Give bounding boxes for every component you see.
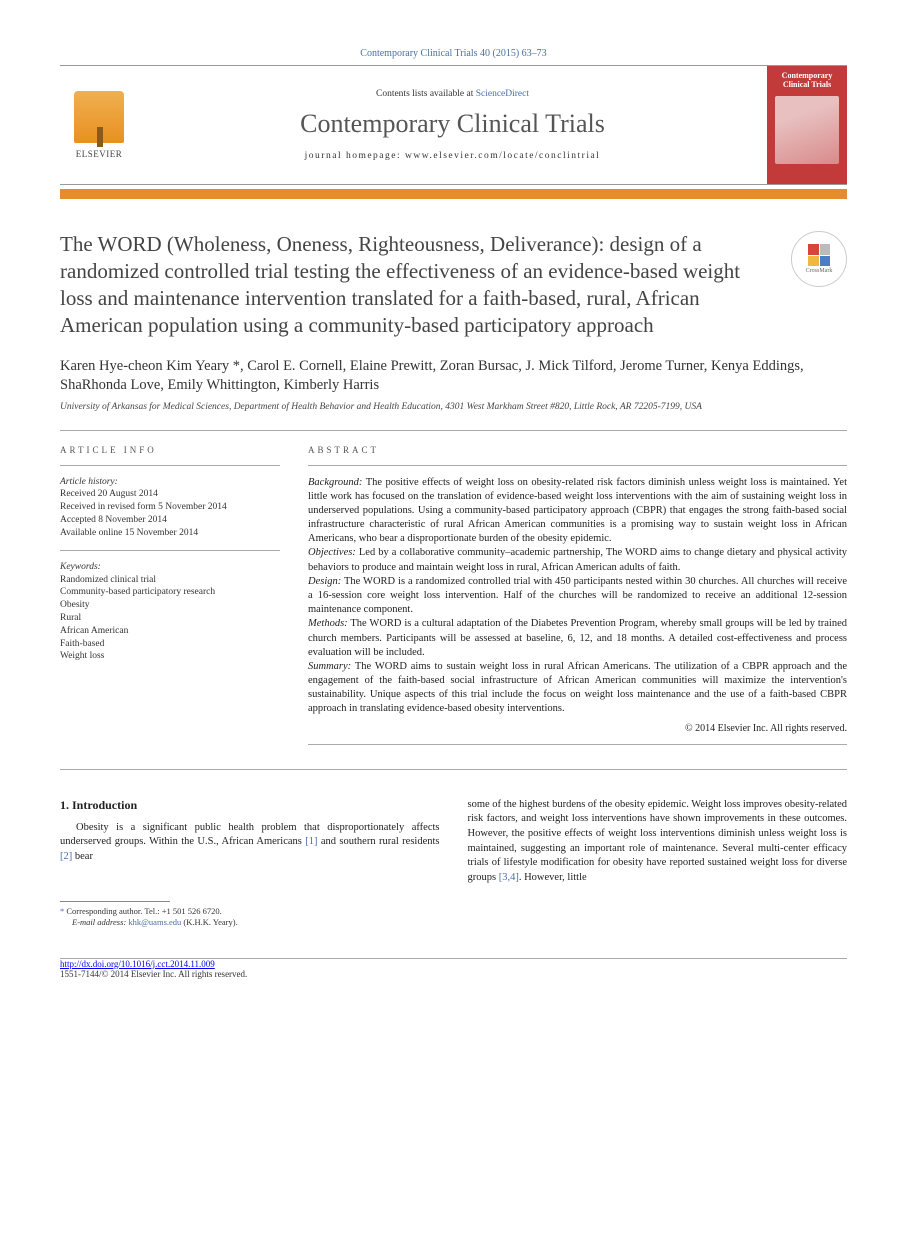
design-label: Design:	[308, 576, 341, 587]
crossmark-badge[interactable]: CrossMark	[791, 231, 847, 287]
divider	[308, 744, 847, 745]
author-list: Karen Hye-cheon Kim Yeary *, Carol E. Co…	[60, 357, 847, 396]
email-suffix: (K.H.K. Yeary).	[181, 917, 237, 927]
article-history-block: Article history: Received 20 August 2014…	[60, 476, 280, 540]
article-title: The WORD (Wholeness, Oneness, Righteousn…	[60, 231, 771, 339]
crossmark-icon	[808, 244, 830, 266]
keyword: Rural	[60, 612, 280, 625]
authors-text: Karen Hye-cheon Kim Yeary *, Carol E. Co…	[60, 358, 804, 394]
corr-author-text: Corresponding author. Tel.: +1 501 526 6…	[66, 906, 221, 916]
journal-title: Contemporary Clinical Trials	[300, 109, 605, 139]
design-text: The WORD is a randomized controlled tria…	[308, 576, 847, 615]
cover-image-icon	[775, 96, 839, 164]
journal-homepage-line: journal homepage: www.elsevier.com/locat…	[305, 151, 601, 161]
intro-heading: 1. Introduction	[60, 798, 440, 813]
citation-ref[interactable]: [1]	[305, 836, 317, 847]
intro-para-left: Obesity is a significant public health p…	[60, 821, 440, 865]
corresponding-author-footnote: * Corresponding author. Tel.: +1 501 526…	[60, 906, 440, 928]
divider	[60, 430, 847, 431]
contents-prefix: Contents lists available at	[376, 89, 476, 99]
objectives-text: Led by a collaborative community–academi…	[308, 547, 847, 572]
methods-text: The WORD is a cultural adaptation of the…	[308, 618, 847, 657]
email-label: E-mail address:	[72, 917, 128, 927]
publisher-name: ELSEVIER	[76, 149, 123, 159]
issn-copyright: 1551-7144/© 2014 Elsevier Inc. All right…	[60, 969, 847, 979]
citation-ref[interactable]: [3,4]	[499, 872, 519, 883]
keyword: Randomized clinical trial	[60, 574, 280, 587]
publisher-logo: ELSEVIER	[60, 66, 138, 184]
summary-text: The WORD aims to sustain weight loss in …	[308, 661, 847, 715]
homepage-prefix: journal homepage:	[305, 151, 405, 161]
background-text: The positive effects of weight loss on o…	[308, 477, 847, 545]
revised-date: Received in revised form 5 November 2014	[60, 501, 280, 514]
citation-line: Contemporary Clinical Trials 40 (2015) 6…	[60, 48, 847, 59]
intro-para-right: some of the highest burdens of the obesi…	[468, 798, 848, 886]
citation-ref[interactable]: [2]	[60, 851, 72, 862]
online-date: Available online 15 November 2014	[60, 527, 280, 540]
corr-star-icon: *	[60, 906, 64, 916]
divider	[60, 465, 280, 466]
divider	[308, 465, 847, 466]
elsevier-tree-icon	[74, 91, 124, 143]
summary-label: Summary:	[308, 661, 351, 672]
accepted-date: Accepted 8 November 2014	[60, 514, 280, 527]
objectives-label: Objectives:	[308, 547, 356, 558]
methods-label: Methods:	[308, 618, 348, 629]
cover-title: Contemporary Clinical Trials	[771, 72, 843, 90]
abstract-head: ABSTRACT	[308, 445, 847, 455]
corr-email-link[interactable]: khk@uams.edu	[128, 917, 181, 927]
keyword: African American	[60, 625, 280, 638]
affiliation: University of Arkansas for Medical Scien…	[60, 402, 847, 412]
journal-header: ELSEVIER Contents lists available at Sci…	[60, 65, 847, 185]
journal-cover-thumb: Contemporary Clinical Trials	[767, 66, 847, 184]
background-label: Background:	[308, 477, 362, 488]
history-label: Article history:	[60, 476, 280, 489]
received-date: Received 20 August 2014	[60, 488, 280, 501]
homepage-url[interactable]: www.elsevier.com/locate/conclintrial	[405, 151, 600, 161]
keyword: Community-based participatory research	[60, 586, 280, 599]
keyword: Weight loss	[60, 650, 280, 663]
divider	[60, 769, 847, 770]
crossmark-label: CrossMark	[806, 268, 833, 274]
abstract-copyright: © 2014 Elsevier Inc. All rights reserved…	[308, 723, 847, 734]
footnote-rule	[60, 901, 170, 902]
abstract-body: Background: The positive effects of weig…	[308, 476, 847, 717]
sciencedirect-link[interactable]: ScienceDirect	[476, 89, 529, 99]
keyword: Obesity	[60, 599, 280, 612]
keywords-label: Keywords:	[60, 561, 280, 574]
divider	[60, 550, 280, 551]
keyword: Faith-based	[60, 638, 280, 651]
keywords-block: Keywords: Randomized clinical trial Comm…	[60, 561, 280, 664]
header-accent-bar	[60, 189, 847, 199]
article-info-head: ARTICLE INFO	[60, 445, 280, 455]
contents-available-line: Contents lists available at ScienceDirec…	[376, 89, 529, 99]
doi-link[interactable]: http://dx.doi.org/10.1016/j.cct.2014.11.…	[60, 959, 215, 969]
